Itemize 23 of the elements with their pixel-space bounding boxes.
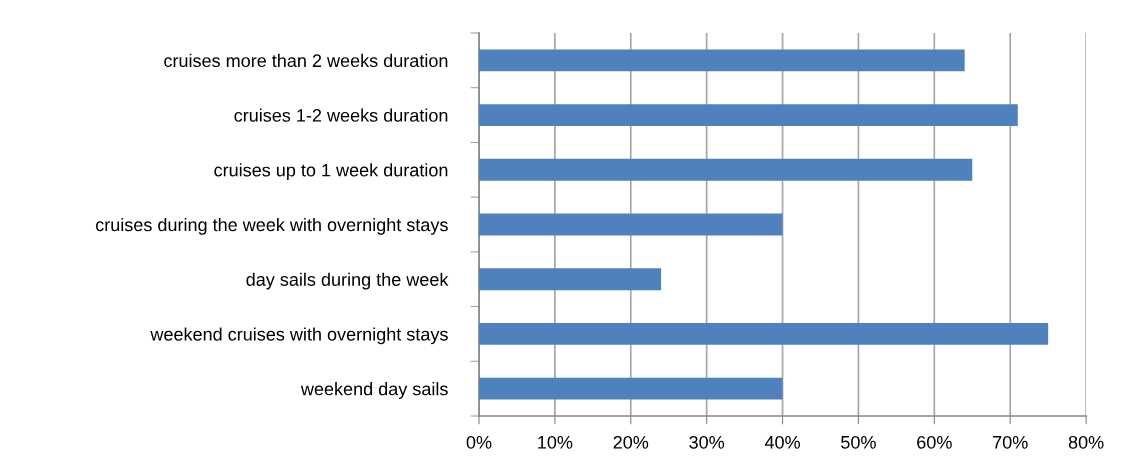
bar — [478, 322, 1049, 345]
bar — [478, 158, 973, 181]
y-tick-label: weekend day sails — [300, 382, 448, 399]
y-tick-label: cruises up to 1 week duration — [214, 163, 448, 181]
y-tick-label: cruises more than 2 weeks duration — [164, 53, 448, 68]
x-tick-label: 20% — [613, 435, 649, 449]
x-tick-label: 0% — [466, 435, 492, 449]
x-tick-label: 70% — [993, 435, 1028, 449]
x-tick-label: 30% — [689, 435, 725, 449]
x-tick-label: 40% — [764, 435, 800, 449]
bar — [478, 213, 783, 236]
x-tick-label: 60% — [917, 435, 952, 449]
y-tick-label: cruises 1-2 weeks duration — [234, 108, 448, 122]
bar — [478, 49, 965, 72]
bar — [478, 104, 1018, 127]
y-tick-label: cruises during the week with overnight stays — [95, 217, 448, 235]
y-tick-label: day sails during the week — [246, 272, 449, 290]
bar — [478, 268, 662, 291]
x-tick-label: 50% — [841, 435, 876, 449]
x-tick-label: 10% — [538, 435, 573, 449]
bar — [478, 377, 783, 400]
x-tick-label: 80% — [1068, 435, 1104, 449]
y-tick-label: weekend cruises with overnight stays — [150, 327, 448, 345]
